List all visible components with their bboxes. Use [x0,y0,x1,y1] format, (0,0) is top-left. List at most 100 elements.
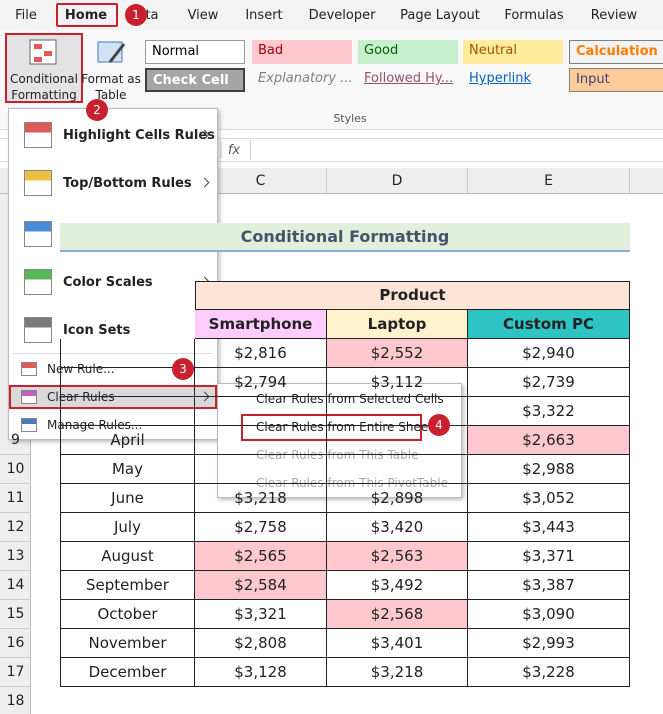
cell-style[interactable]: Bad [252,40,352,64]
table-cell [60,396,195,426]
formula-input[interactable] [250,140,663,160]
ribbon-tab[interactable]: Formulas [504,7,564,23]
table-cell: December [60,657,195,687]
table-cell: $2,565 [195,541,327,571]
ribbon-button-label[interactable]: Conditional [10,72,78,86]
ribbon-button-label[interactable]: Table [95,88,127,102]
group-label: Styles [333,111,367,125]
table-cell: June [60,483,195,513]
cell-style[interactable]: Explanatory ... [258,71,352,86]
table-cell: $3,492 [327,570,468,600]
menu-separator [13,353,213,354]
cell-style[interactable]: Hyperlink [469,71,532,86]
table-cell: $2,563 [327,541,468,571]
ribbon-tab[interactable]: Page Layout [400,7,480,23]
menu-item[interactable]: Top/Bottom Rules [63,175,192,191]
table-cell: $3,228 [468,657,630,687]
step-badge: 1 [125,4,147,26]
row-header[interactable]: 13 [0,542,31,571]
table-cell: May [60,454,195,484]
menu-item[interactable]: Highlight Cells Rules [63,127,215,143]
row-header[interactable]: 9 [0,426,31,455]
menu-item[interactable]: Clear Rules [47,390,115,404]
step-badge: 2 [86,99,108,121]
menu-icon [21,418,37,432]
table-cell: October [60,599,195,629]
step-badge: 4 [428,414,450,436]
row-header[interactable]: 18 [0,687,31,714]
table-header: Custom PC [468,309,630,339]
menu-icon [21,390,37,404]
cell-style[interactable]: Neutral [463,40,563,64]
column-header[interactable]: C [195,168,327,194]
table-cell: July [60,512,195,542]
step-badge: 3 [172,358,194,380]
table-cell [327,425,468,455]
cell-style[interactable]: Good [358,40,458,64]
ribbon-tab[interactable]: View [187,7,219,23]
table-cell: $3,322 [468,396,630,426]
ribbon-button-label[interactable]: Formatting [11,88,77,102]
table-cell: $3,387 [468,570,630,600]
submenu-item: Clear Rules from This Table [256,448,419,462]
table-cell [60,367,195,397]
highlight-box [56,3,118,27]
table-cell: $3,321 [195,599,327,629]
menu-item[interactable]: Icon Sets [63,322,131,338]
ribbon-tab[interactable]: Developer [308,7,376,23]
column-header[interactable]: E [468,168,630,194]
table-cell: April [60,425,195,455]
table-cell [195,454,327,484]
table-cell: $2,940 [468,338,630,368]
fx-divider [220,142,222,158]
row-header[interactable]: 12 [0,513,31,542]
row-header[interactable]: 17 [0,658,31,687]
menu-icon [24,170,52,196]
table-cell: $2,988 [468,454,630,484]
row-header[interactable]: 15 [0,600,31,629]
table-cell: $3,052 [468,483,630,513]
ribbon-tab[interactable]: File [15,7,37,23]
cell-style[interactable]: Calculation [569,40,663,64]
table-header: Smartphone [195,309,327,339]
cell-style[interactable]: Followed Hy... [364,71,454,86]
ribbon-tab[interactable]: Insert [245,7,283,23]
cell-style[interactable]: Normal [145,40,245,64]
row-header[interactable]: 14 [0,571,31,600]
table-cell: $2,898 [327,483,468,513]
ribbon-tab[interactable]: Review [590,7,638,23]
sheet-title: Conditional Formatting [60,223,630,252]
table-cell [327,454,468,484]
table-cell: $3,371 [468,541,630,571]
table-cell: $2,758 [195,512,327,542]
menu-highlight [241,414,422,441]
table-cell: August [60,541,195,571]
table-cell: $3,112 [327,367,468,397]
submenu-item[interactable]: Clear Rules from Entire Sheet [256,420,433,434]
table-cell: $3,218 [195,483,327,513]
table-cell: September [60,570,195,600]
menu-item[interactable]: New Rule... [47,362,115,376]
table-cell: $3,218 [327,657,468,687]
table-cell: $2,794 [195,367,327,397]
column-header[interactable]: D [327,168,468,194]
table-cell: $3,420 [327,512,468,542]
ribbon-button-label[interactable]: Format as [81,72,141,86]
table-cell [195,425,327,455]
ribbon-tab[interactable]: Home [64,7,108,23]
menu-item[interactable]: Color Scales [63,274,153,290]
row-header[interactable]: 16 [0,629,31,658]
table-cell: $3,128 [195,657,327,687]
cell-style[interactable]: Input [569,68,663,92]
menu-icon [24,317,52,343]
table-header: Laptop [327,309,468,339]
table-cell: $2,552 [327,338,468,368]
table-cell: $2,584 [195,570,327,600]
row-header[interactable]: 11 [0,484,31,513]
row-header[interactable]: 10 [0,455,31,484]
table-cell: $2,739 [468,367,630,397]
cell-style[interactable]: Check Cell [145,68,245,92]
table-cell [327,396,468,426]
